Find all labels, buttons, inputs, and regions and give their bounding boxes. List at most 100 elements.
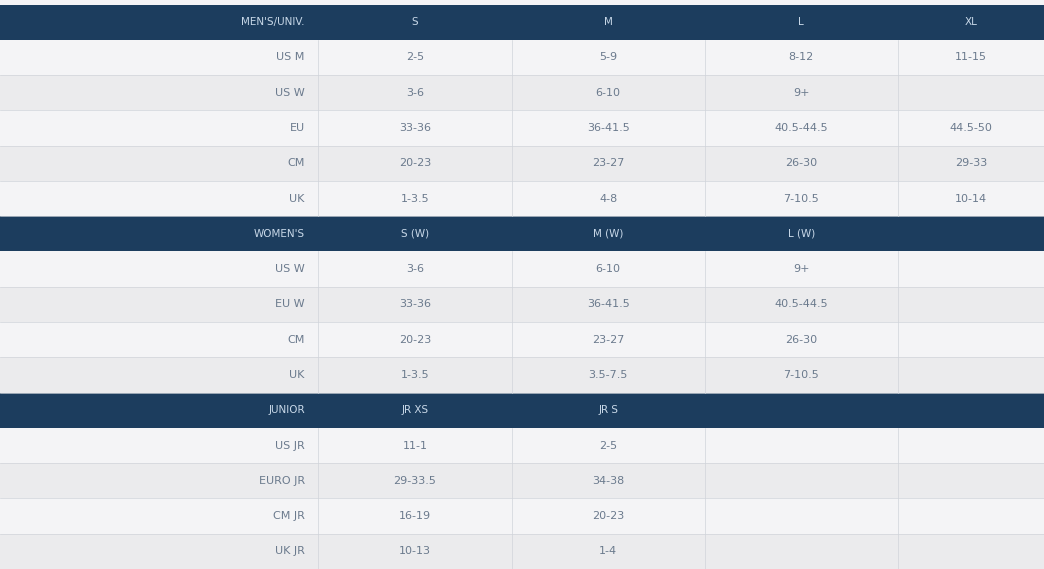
Bar [318, 393, 512, 428]
Text: EURO JR: EURO JR [259, 476, 305, 486]
Bar [705, 75, 898, 110]
Bar [705, 181, 898, 216]
Bar [898, 357, 1044, 393]
Text: 3.5-7.5: 3.5-7.5 [589, 370, 627, 380]
Bar [898, 322, 1044, 357]
Bar [0, 251, 318, 287]
Bar [0, 216, 318, 251]
Text: 29-33: 29-33 [955, 158, 987, 168]
Text: 23-27: 23-27 [592, 335, 624, 345]
Text: 5-9: 5-9 [599, 52, 617, 63]
Bar [705, 40, 898, 75]
Bar [705, 216, 898, 251]
Text: 10-14: 10-14 [955, 193, 987, 204]
Text: CM: CM [287, 335, 305, 345]
Bar [512, 428, 705, 463]
Bar [318, 322, 512, 357]
Bar [898, 181, 1044, 216]
Bar [705, 498, 898, 534]
Bar [512, 181, 705, 216]
Bar [898, 216, 1044, 251]
Bar [705, 357, 898, 393]
Text: WOMEN'S: WOMEN'S [254, 229, 305, 239]
Bar [318, 110, 512, 146]
Bar [898, 463, 1044, 498]
Text: US M: US M [277, 52, 305, 63]
Bar [0, 75, 318, 110]
Text: L (W): L (W) [787, 229, 815, 239]
Text: JUNIOR: JUNIOR [268, 405, 305, 415]
Bar [512, 110, 705, 146]
Text: S (W): S (W) [401, 229, 429, 239]
Bar [318, 534, 512, 569]
Bar [898, 287, 1044, 322]
Text: 40.5-44.5: 40.5-44.5 [775, 123, 828, 133]
Bar [318, 463, 512, 498]
Text: 3-6: 3-6 [406, 264, 424, 274]
Text: 6-10: 6-10 [596, 264, 620, 274]
Bar [705, 110, 898, 146]
Bar [318, 40, 512, 75]
Text: 9+: 9+ [793, 88, 809, 98]
Text: 16-19: 16-19 [399, 511, 431, 521]
Bar [318, 216, 512, 251]
Text: M: M [603, 17, 613, 27]
Bar [512, 463, 705, 498]
Bar [512, 5, 705, 40]
Text: 2-5: 2-5 [406, 52, 424, 63]
Bar [898, 40, 1044, 75]
Bar [0, 322, 318, 357]
Bar [705, 393, 898, 428]
Bar [512, 40, 705, 75]
Bar [318, 357, 512, 393]
Text: 40.5-44.5: 40.5-44.5 [775, 299, 828, 310]
Bar [0, 5, 318, 40]
Bar [318, 251, 512, 287]
Text: 1-3.5: 1-3.5 [401, 193, 429, 204]
Bar [705, 287, 898, 322]
Text: 26-30: 26-30 [785, 158, 817, 168]
Bar [512, 287, 705, 322]
Text: 33-36: 33-36 [399, 299, 431, 310]
Text: US JR: US JR [276, 440, 305, 451]
Bar [898, 534, 1044, 569]
Bar [0, 40, 318, 75]
Bar [318, 146, 512, 181]
Text: 33-36: 33-36 [399, 123, 431, 133]
Text: CM: CM [287, 158, 305, 168]
Bar [318, 428, 512, 463]
Bar [318, 287, 512, 322]
Bar [705, 534, 898, 569]
Bar [898, 75, 1044, 110]
Text: UK JR: UK JR [275, 546, 305, 556]
Text: 6-10: 6-10 [596, 88, 620, 98]
Text: XL: XL [965, 17, 977, 27]
Text: 23-27: 23-27 [592, 158, 624, 168]
Text: 1-3.5: 1-3.5 [401, 370, 429, 380]
Bar [512, 251, 705, 287]
Bar [512, 322, 705, 357]
Bar [898, 498, 1044, 534]
Bar [512, 75, 705, 110]
Text: 26-30: 26-30 [785, 335, 817, 345]
Bar [512, 216, 705, 251]
Bar [705, 146, 898, 181]
Text: 36-41.5: 36-41.5 [587, 123, 630, 133]
Text: 10-13: 10-13 [399, 546, 431, 556]
Bar [898, 5, 1044, 40]
Text: 29-33.5: 29-33.5 [394, 476, 436, 486]
Bar [898, 251, 1044, 287]
Bar [0, 393, 318, 428]
Text: 9+: 9+ [793, 264, 809, 274]
Bar [318, 498, 512, 534]
Text: JR XS: JR XS [402, 405, 428, 415]
Bar [512, 534, 705, 569]
Text: S: S [411, 17, 419, 27]
Text: 11-1: 11-1 [403, 440, 427, 451]
Text: 2-5: 2-5 [599, 440, 617, 451]
Text: 34-38: 34-38 [592, 476, 624, 486]
Bar [705, 251, 898, 287]
Bar [512, 357, 705, 393]
Text: EU: EU [290, 123, 305, 133]
Text: EU W: EU W [276, 299, 305, 310]
